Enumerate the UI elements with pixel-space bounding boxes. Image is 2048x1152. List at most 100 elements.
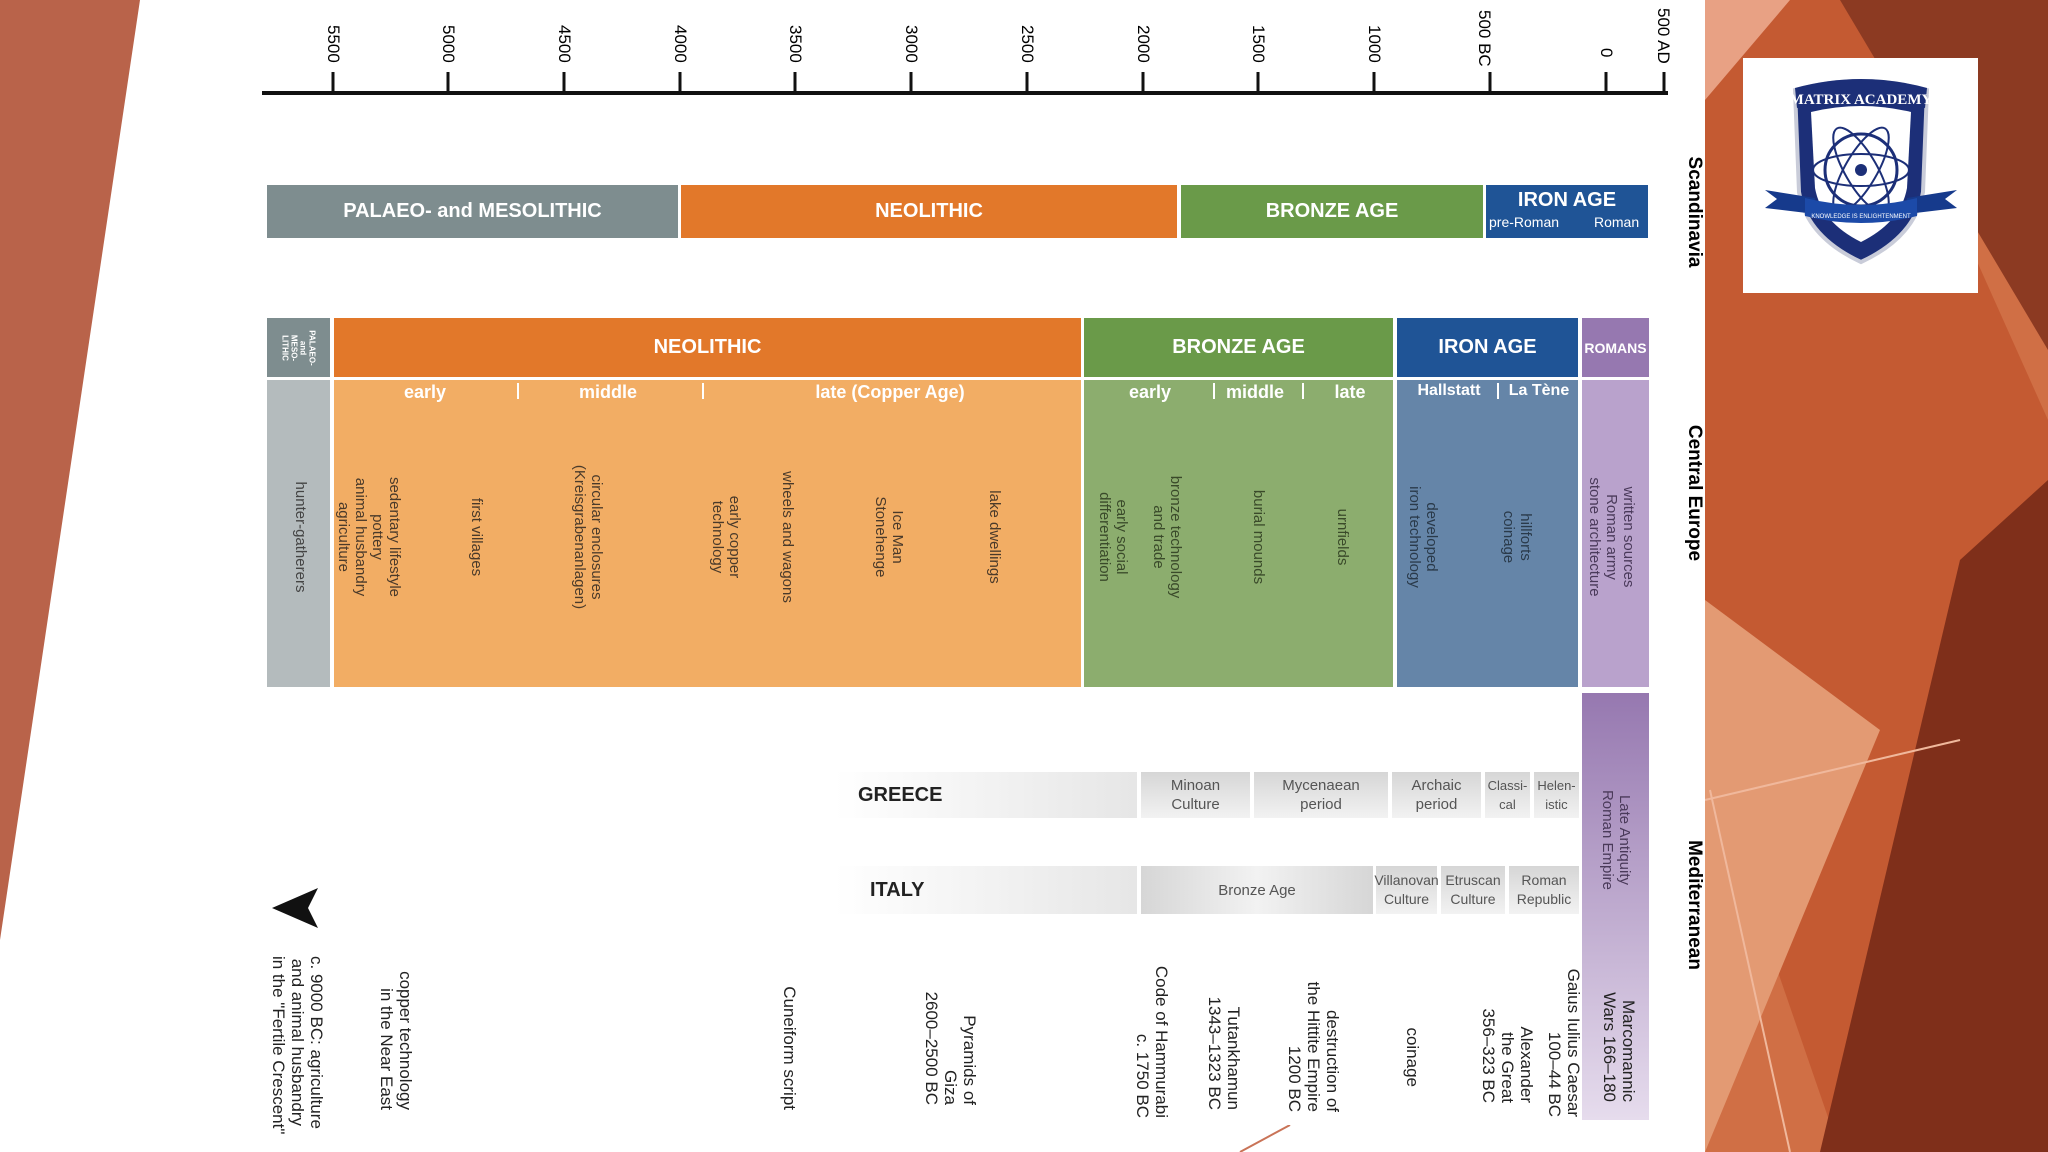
neolithic-item: early copper technology <box>709 495 743 579</box>
central-palaeo-band: PALAEO- and MESO- LITHIC <box>267 318 330 377</box>
divider <box>517 383 519 399</box>
axis-tick-label: 5500 <box>324 25 343 63</box>
bronze-item: urnfields <box>1334 508 1351 566</box>
pre-roman-label: pre-Roman <box>1489 214 1560 230</box>
band-label: NEOLITHIC <box>653 336 762 358</box>
late-antiquity-text: Late Antiquity Roman Empire <box>1599 789 1633 891</box>
axis-tick-label: 2500 <box>1018 25 1037 63</box>
matrix-academy-logo: MATRIX ACADEMY KNOWLEDGE IS ENLIGHTENMEN… <box>1765 79 1957 265</box>
axis-tick-label: 1000 <box>1365 25 1384 63</box>
axis-tick-label: 0 <box>1597 48 1616 58</box>
central-neolithic-band: NEOLITHIC <box>334 318 1081 377</box>
axis-tick-label: 3000 <box>902 25 921 63</box>
neolithic-late-label: late (Copper Age) <box>815 382 965 402</box>
greece-label: GREECE <box>858 784 943 806</box>
event-label: Gaius Iulius Caesar 100–44 BC <box>1545 968 1583 1117</box>
italy-period-box: Bronze Age <box>1141 866 1373 914</box>
scandinavia-neolithic-band: NEOLITHIC <box>681 185 1177 238</box>
neolithic-item: lake dwellings <box>986 490 1003 584</box>
divider <box>1302 383 1304 399</box>
divider <box>1497 383 1499 399</box>
band-label: PALAEO- and MESOLITHIC <box>343 200 602 222</box>
band-label: PALAEO- and MESO- LITHIC <box>280 329 317 366</box>
time-axis <box>262 72 1668 95</box>
bronze-item: bronze technology and trade <box>1150 475 1184 599</box>
scandinavia-palaeo-band: PALAEO- and MESOLITHIC <box>267 185 678 238</box>
bronze-middle-label: middle <box>1225 382 1284 402</box>
central-iron-band: IRON AGE <box>1397 318 1578 377</box>
event-label: destruction of the Hittite Empire 1200 B… <box>1285 981 1342 1112</box>
italy-period-box: Roman Republic <box>1509 866 1579 914</box>
axis-tick-label: 5000 <box>439 25 458 63</box>
neolithic-early-label: early <box>403 382 447 402</box>
bronze-early-label: early <box>1128 382 1172 402</box>
hallstatt-label: Hallstatt <box>1417 382 1481 399</box>
central-iron-body <box>1397 380 1578 687</box>
central-romans-body <box>1582 380 1649 687</box>
la-tene-label: La Tène <box>1508 382 1570 399</box>
neolithic-item: first villages <box>468 497 485 577</box>
greece-period-box: Archaic period <box>1392 772 1481 818</box>
logo-motto-text: KNOWLEDGE IS ENLIGHTENMENT <box>1811 214 1911 220</box>
central-neolithic-body <box>334 380 1081 687</box>
region-label-central-europe: Central Europe <box>1684 424 1705 562</box>
band-label: BRONZE AGE <box>1265 200 1399 222</box>
italy-label: ITALY <box>870 879 925 901</box>
divider <box>702 383 704 399</box>
central-bronze-band: BRONZE AGE <box>1084 318 1393 377</box>
central-bronze-body <box>1084 380 1393 687</box>
central-romans-band: ROMANS <box>1582 318 1649 377</box>
scandinavia-iron-band: IRON AGE <box>1486 185 1648 238</box>
roman-label: Roman <box>1594 214 1640 230</box>
iron-item: developed iron technology <box>1406 486 1440 588</box>
band-label: BRONZE AGE <box>1172 336 1305 358</box>
event-label: Cuneiform script <box>780 986 799 1110</box>
axis-tick-label: 3500 <box>786 25 805 63</box>
neolithic-item: circular enclosures (Kreisgrabenanlagen) <box>571 464 605 610</box>
bronze-item: burial mounds <box>1250 489 1267 585</box>
event-label: coinage <box>1403 1027 1422 1087</box>
greece-period-box: Helen- istic <box>1534 772 1579 818</box>
greece-period-box: Minoan Culture <box>1141 772 1250 818</box>
axis-tick-label: 4000 <box>671 25 690 63</box>
event-label: Alexander the Great 356–323 BC <box>1479 1008 1536 1103</box>
axis-tick-label: 500 BC <box>1475 10 1494 67</box>
band-label: IRON AGE <box>1438 336 1537 358</box>
greece-period-box: Classi- cal <box>1485 772 1530 818</box>
neolithic-item: sedentary lifestyle pottery animal husba… <box>335 476 403 598</box>
arrow-left-icon <box>272 888 318 928</box>
divider <box>1213 383 1215 399</box>
central-palaeo-body <box>267 380 330 687</box>
romans-item: written sources Roman army stone archite… <box>1586 477 1637 597</box>
late-antiquity-band <box>1582 693 1649 1120</box>
neolithic-item: wheels and wagons <box>779 471 796 603</box>
italy-period-box: Etruscan Culture <box>1441 866 1505 914</box>
bronze-item: early social differentiation <box>1096 492 1130 582</box>
neolithic-middle-label: middle <box>578 382 637 402</box>
iron-item: hillforts coinage <box>1500 510 1534 564</box>
region-label-mediterranean: Mediterranean <box>1684 840 1705 970</box>
italy-row-bg <box>835 866 1137 914</box>
axis-tick-label: 1500 <box>1249 25 1268 63</box>
event-label: Pyramids of Giza 2600–2500 BC <box>922 991 979 1105</box>
event-label: Tutankhamun 1343–1323 BC <box>1205 996 1243 1110</box>
bronze-late-label: late <box>1334 382 1366 402</box>
greece-period-box: Mycenaean period <box>1254 772 1388 818</box>
event-label: Code of Hammurabi c. 1750 BC <box>1133 965 1171 1118</box>
hunter-gatherers-text: hunter-gatherers <box>292 481 309 593</box>
greece-row-bg <box>835 772 1137 818</box>
band-label: NEOLITHIC <box>875 200 983 222</box>
neolithic-item: Ice Man Stonehenge <box>872 496 906 578</box>
band-label: ROMANS <box>1584 339 1647 356</box>
region-label-scandinavia: Scandinavia <box>1684 156 1705 268</box>
event-label: copper technology in the Near East <box>377 971 415 1110</box>
italy-period-box: Villanovan Culture <box>1374 866 1439 914</box>
axis-tick-label: 500 AD <box>1654 8 1673 64</box>
logo-name-text: MATRIX ACADEMY <box>1790 92 1933 108</box>
band-label: IRON AGE <box>1517 189 1617 211</box>
event-label: Marcomannic Wars 166–180 <box>1600 992 1638 1102</box>
axis-tick-label: 4500 <box>555 25 574 63</box>
scandinavia-bronze-band: BRONZE AGE <box>1181 185 1483 238</box>
axis-tick-label: 2000 <box>1134 25 1153 63</box>
